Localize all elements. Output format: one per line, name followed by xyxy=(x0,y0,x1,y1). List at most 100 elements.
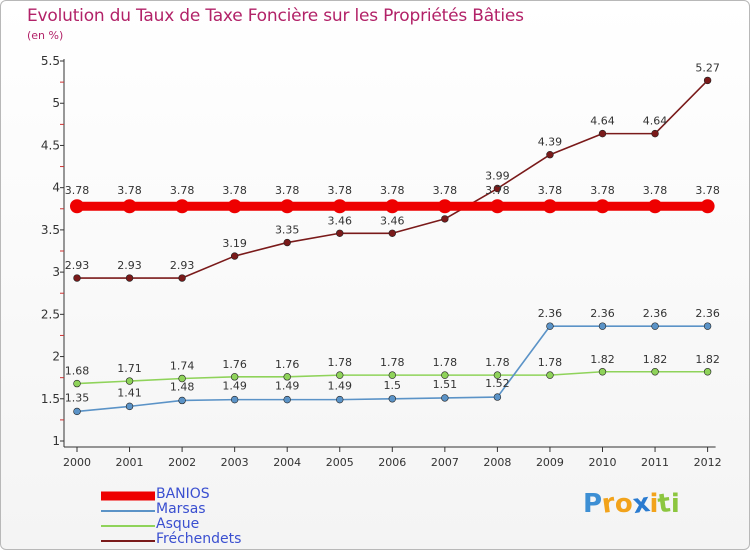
data-label-asque: 1.78 xyxy=(538,356,563,369)
data-label-asque: 1.76 xyxy=(222,358,247,371)
data-point-banios xyxy=(490,199,505,214)
data-point-banios xyxy=(227,199,242,214)
data-point-asque xyxy=(388,371,396,379)
data-point-frechendets xyxy=(703,76,712,85)
legend-swatch-banios xyxy=(101,491,155,501)
data-label-marsas: 1.49 xyxy=(222,380,247,393)
legend-label-marsas: Marsas xyxy=(156,501,206,517)
data-label-banios: 3.78 xyxy=(275,184,300,197)
x-tick-label-2009: 2009 xyxy=(536,456,564,469)
y-tick-label-3: 3 xyxy=(52,265,60,279)
data-point-asque xyxy=(336,371,344,379)
data-point-frechendets xyxy=(493,184,502,193)
legend-swatch-frechendets xyxy=(101,540,155,542)
data-label-frechendets: 3.99 xyxy=(485,170,510,183)
y-tick-label-1: 1 xyxy=(52,434,60,448)
data-label-frechendets: 4.64 xyxy=(590,115,615,128)
data-point-marsas xyxy=(598,322,607,330)
data-label-banios: 3.78 xyxy=(433,184,458,197)
logo-letter: P xyxy=(583,489,603,519)
data-point-marsas xyxy=(178,396,186,405)
data-point-frechendets xyxy=(336,229,344,237)
y-tick-label-4.5: 4.5 xyxy=(41,138,60,152)
data-label-marsas: 1.52 xyxy=(485,377,510,390)
legend-label-asque: Asque xyxy=(156,516,200,532)
series-line-frechendets xyxy=(76,79,709,279)
data-label-asque: 1.78 xyxy=(433,356,458,369)
legend-swatch-asque xyxy=(101,525,155,527)
x-tick-label-2010: 2010 xyxy=(589,456,617,469)
data-point-marsas xyxy=(230,395,239,404)
data-point-marsas xyxy=(283,395,291,404)
data-point-banios xyxy=(700,199,715,214)
data-point-banios xyxy=(648,199,663,214)
data-point-banios xyxy=(595,199,610,214)
data-label-marsas: 1.35 xyxy=(65,391,90,404)
logo-letter: x xyxy=(630,487,652,521)
data-point-marsas xyxy=(388,395,396,403)
data-point-frechendets xyxy=(388,229,396,237)
data-label-asque: 1.82 xyxy=(643,353,668,366)
data-label-frechendets: 3.35 xyxy=(275,224,300,237)
data-label-marsas: 2.36 xyxy=(538,307,563,320)
proxiti-logo: Proxiti xyxy=(583,487,680,521)
data-label-marsas: 1.48 xyxy=(170,380,195,393)
data-label-banios: 3.78 xyxy=(695,184,720,197)
data-point-asque xyxy=(441,371,449,379)
data-label-marsas: 1.49 xyxy=(328,380,353,393)
x-tick-label-2003: 2003 xyxy=(221,456,249,469)
y-tick-label-4: 4 xyxy=(52,181,60,195)
y-tick-label-2.5: 2.5 xyxy=(41,307,60,321)
legend-label-frechendets: Fréchendets xyxy=(156,531,242,547)
data-point-frechendets xyxy=(125,274,134,282)
logo-letter: i xyxy=(649,489,659,519)
data-label-banios: 3.78 xyxy=(117,184,142,197)
x-tick-label-2002: 2002 xyxy=(168,456,196,469)
data-label-banios: 3.78 xyxy=(328,184,353,197)
data-point-asque xyxy=(283,373,291,381)
data-label-marsas: 1.5 xyxy=(384,379,402,392)
data-label-marsas: 1.49 xyxy=(275,380,300,393)
data-point-banios xyxy=(122,199,137,214)
x-tick-label-2007: 2007 xyxy=(431,456,459,469)
y-tick-label-5: 5 xyxy=(52,96,60,110)
data-label-frechendets: 2.93 xyxy=(65,259,90,272)
y-tick-label-2: 2 xyxy=(52,350,60,364)
data-label-asque: 1.78 xyxy=(328,356,353,369)
data-label-asque: 1.78 xyxy=(485,356,510,369)
data-point-frechendets xyxy=(178,274,186,282)
data-point-marsas xyxy=(703,322,712,330)
data-label-frechendets: 5.27 xyxy=(695,61,720,74)
data-label-banios: 3.78 xyxy=(380,184,405,197)
data-label-frechendets: 3.46 xyxy=(380,214,405,227)
data-point-marsas xyxy=(441,394,449,402)
y-tick-label-3.5: 3.5 xyxy=(41,223,60,237)
data-label-frechendets: 4.64 xyxy=(643,115,668,128)
x-tick-label-2008: 2008 xyxy=(483,456,511,469)
data-point-asque xyxy=(125,377,134,385)
data-label-asque: 1.68 xyxy=(65,365,90,378)
data-point-frechendets xyxy=(546,151,554,159)
logo-letter: o xyxy=(614,489,633,519)
data-point-marsas xyxy=(493,393,502,401)
data-point-banios xyxy=(437,199,452,214)
x-tick-label-2001: 2001 xyxy=(116,456,144,469)
data-point-asque xyxy=(73,379,81,388)
data-label-marsas: 2.36 xyxy=(590,307,615,320)
data-label-marsas: 1.41 xyxy=(117,386,142,399)
data-point-frechendets xyxy=(73,274,81,282)
y-tick-label-1.5: 1.5 xyxy=(41,392,60,406)
data-label-banios: 3.78 xyxy=(170,184,195,197)
data-label-asque: 1.82 xyxy=(695,353,720,366)
x-tick-label-2005: 2005 xyxy=(326,456,354,469)
data-label-marsas: 1.51 xyxy=(433,378,458,391)
data-point-banios xyxy=(385,199,400,214)
data-point-asque xyxy=(230,373,239,381)
data-label-marsas: 2.36 xyxy=(695,307,720,320)
data-point-asque xyxy=(178,374,186,383)
data-label-frechendets: 2.93 xyxy=(170,259,195,272)
data-label-frechendets: 2.93 xyxy=(117,259,142,272)
data-point-frechendets xyxy=(651,129,659,138)
